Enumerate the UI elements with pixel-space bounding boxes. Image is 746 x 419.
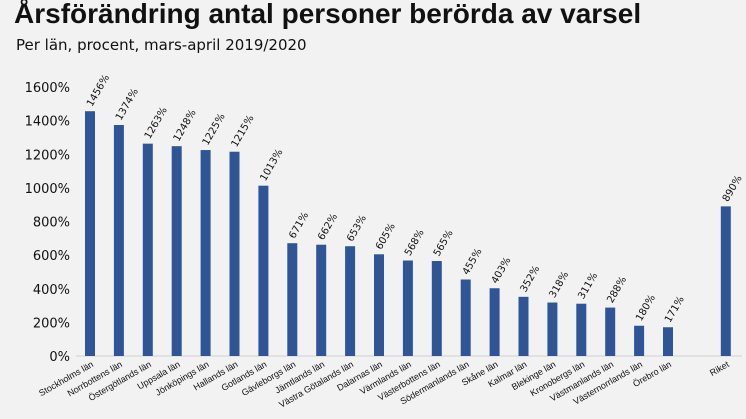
category-label: Riket bbox=[708, 359, 731, 378]
bar bbox=[287, 243, 298, 356]
value-label: 1248% bbox=[172, 108, 199, 144]
y-tick-label: 600% bbox=[33, 249, 70, 264]
y-tick-label: 800% bbox=[33, 216, 70, 231]
bar bbox=[200, 150, 211, 356]
value-label: 568% bbox=[403, 228, 427, 258]
bar bbox=[663, 327, 673, 356]
value-label: 288% bbox=[605, 275, 629, 305]
value-label: 1456% bbox=[85, 73, 112, 109]
value-label: 662% bbox=[316, 212, 340, 242]
bar bbox=[460, 279, 471, 356]
bar bbox=[547, 302, 558, 356]
y-tick-label: 1000% bbox=[25, 182, 70, 197]
value-label: 180% bbox=[634, 293, 658, 323]
y-tick-label: 1600% bbox=[25, 81, 70, 96]
value-label: 171% bbox=[663, 294, 687, 324]
value-label: 352% bbox=[519, 264, 543, 294]
bar bbox=[258, 185, 269, 356]
y-tick-label: 200% bbox=[33, 316, 70, 331]
bar bbox=[142, 143, 153, 356]
value-label: 1225% bbox=[201, 112, 228, 148]
value-label: 455% bbox=[461, 247, 485, 277]
bar bbox=[431, 261, 442, 356]
bar bbox=[345, 246, 356, 356]
bar bbox=[171, 146, 182, 356]
value-label: 1215% bbox=[230, 113, 257, 149]
bar bbox=[113, 124, 124, 356]
y-tick-label: 1400% bbox=[25, 115, 70, 130]
bar bbox=[85, 111, 95, 357]
value-label: 1013% bbox=[258, 147, 285, 183]
y-tick-label: 1200% bbox=[25, 148, 70, 163]
bar bbox=[229, 151, 240, 356]
value-label: 605% bbox=[374, 222, 398, 252]
bar bbox=[374, 254, 384, 356]
chart-title: Årsförändring antal personer berörda av … bbox=[14, 0, 642, 29]
bar bbox=[316, 244, 327, 356]
value-label: 1374% bbox=[114, 87, 141, 123]
bar bbox=[605, 307, 616, 356]
value-label: 318% bbox=[547, 270, 571, 300]
value-label: 1263% bbox=[143, 105, 170, 141]
value-label: 671% bbox=[287, 210, 311, 240]
y-tick-label: 0% bbox=[49, 350, 70, 365]
bar bbox=[634, 325, 645, 356]
value-label: 653% bbox=[345, 213, 369, 243]
value-label: 403% bbox=[490, 255, 514, 285]
chart-subtitle: Per län, procent, mars-april 2019/2020 bbox=[16, 36, 307, 54]
bar bbox=[489, 288, 500, 356]
bar bbox=[720, 206, 731, 356]
value-label: 565% bbox=[432, 228, 456, 258]
y-tick-label: 400% bbox=[33, 283, 70, 298]
bar bbox=[518, 296, 529, 356]
bar bbox=[402, 260, 413, 356]
value-label: 890% bbox=[721, 174, 745, 204]
bar bbox=[576, 303, 587, 356]
value-label: 311% bbox=[576, 271, 600, 301]
